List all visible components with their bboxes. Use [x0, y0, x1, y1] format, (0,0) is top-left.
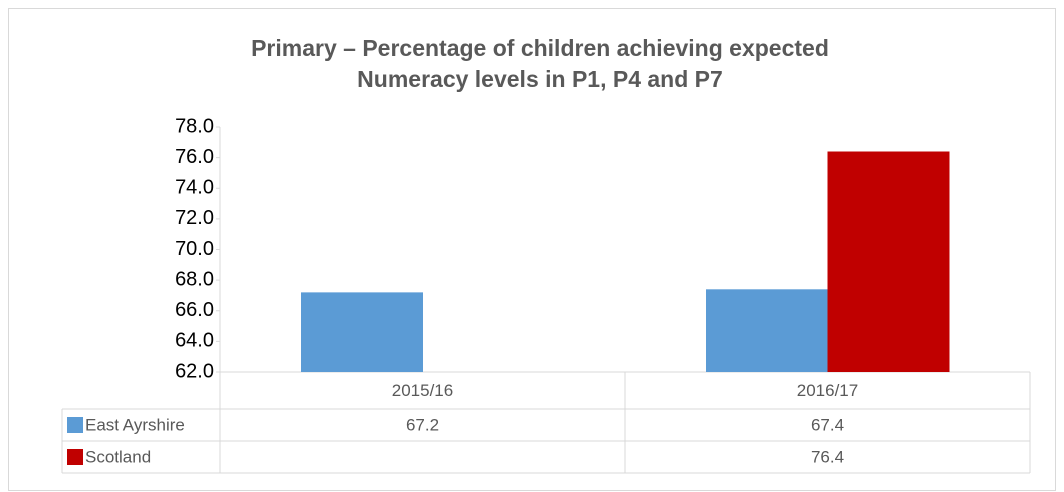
bar [706, 289, 828, 372]
legend-label: East Ayrshire [85, 415, 185, 434]
table-value: 67.4 [811, 415, 844, 434]
y-tick-label: 64.0 [175, 330, 214, 352]
y-tick-label: 74.0 [175, 177, 214, 199]
bar [827, 151, 950, 372]
legend-swatch [67, 449, 83, 465]
y-tick-label: 68.0 [175, 268, 214, 290]
y-tick-label: 76.0 [175, 146, 214, 168]
x-tick-label: 2015/16 [392, 381, 453, 400]
y-tick-label: 70.0 [175, 238, 214, 260]
table-value: 67.2 [406, 415, 439, 434]
x-tick-label: 2016/17 [797, 381, 858, 400]
chart-title: Primary – Percentage of children achievi… [251, 35, 829, 92]
legend-label: Scotland [85, 447, 151, 466]
y-tick-label: 66.0 [175, 299, 214, 321]
y-tick-label: 78.0 [175, 115, 214, 137]
y-tick-label: 62.0 [175, 360, 214, 382]
table-value: 76.4 [811, 447, 844, 466]
y-tick-label: 72.0 [175, 207, 214, 229]
legend-swatch [67, 417, 83, 433]
bar [301, 292, 423, 372]
